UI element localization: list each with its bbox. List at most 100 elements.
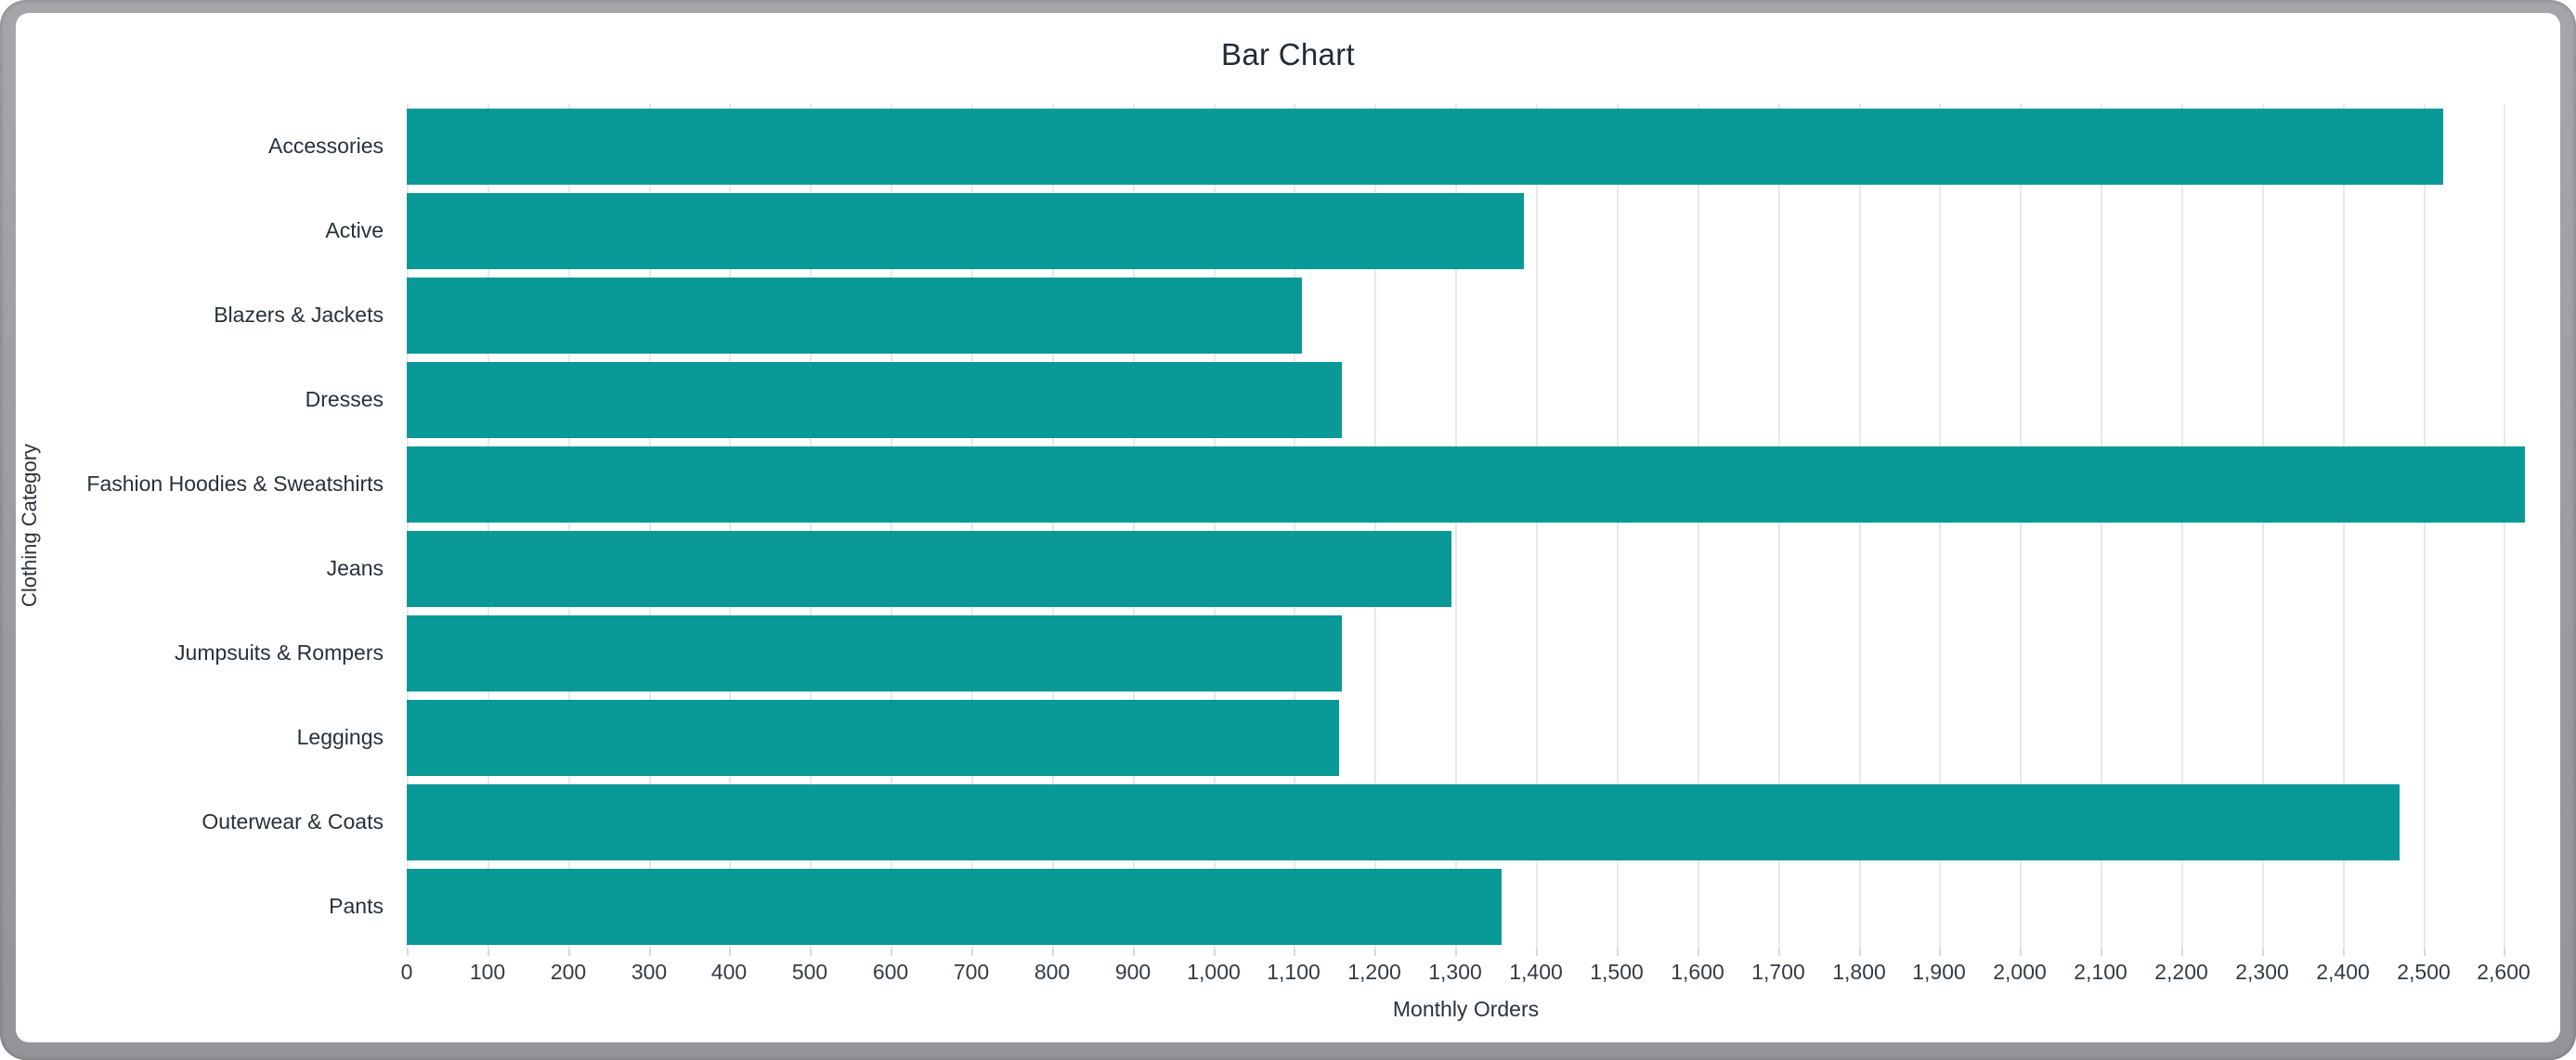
gridline-1600 (1698, 104, 1699, 949)
x-tick-label-400: 400 (710, 960, 748, 984)
bar-jeans[interactable] (407, 531, 1451, 607)
tick-mark-300 (649, 949, 651, 956)
x-tick-label-500: 500 (791, 960, 828, 984)
tick-mark-700 (971, 949, 973, 956)
y-axis-label-jumpsuits-rompers: Jumpsuits & Rompers (175, 640, 384, 665)
x-tick-label-2000: 2,000 (1993, 960, 2047, 984)
tick-mark-2500 (2424, 949, 2426, 956)
x-tick-label-1000: 1,000 (1187, 960, 1241, 984)
tick-mark-0 (407, 949, 409, 956)
tick-mark-1200 (1374, 949, 1376, 956)
gridline-2300 (2262, 104, 2264, 949)
gridline-600 (891, 104, 892, 949)
tick-mark-1800 (1859, 949, 1861, 956)
tick-mark-2400 (2343, 949, 2345, 956)
tick-mark-200 (568, 949, 570, 956)
bar-dresses[interactable] (407, 362, 1342, 438)
x-tick-label-1900: 1,900 (1912, 960, 1966, 984)
x-tick-label-1700: 1,700 (1751, 960, 1805, 984)
bar-jumpsuits-rompers[interactable] (407, 615, 1342, 692)
x-tick-label-1800: 1,800 (1832, 960, 1886, 984)
tick-mark-800 (1052, 949, 1054, 956)
gridline-500 (810, 104, 812, 949)
y-axis-label-outerwear-coats: Outerwear & Coats (202, 809, 384, 834)
y-axis-label-jeans: Jeans (326, 556, 384, 580)
x-tick-label-0: 0 (400, 960, 413, 984)
bar-accessories[interactable] (407, 109, 2443, 185)
tick-mark-600 (891, 949, 892, 956)
x-tick-label-2600: 2,600 (2477, 960, 2530, 984)
y-axis-label-fashion-hoodies-sweatshirts: Fashion Hoodies & Sweatshirts (86, 472, 384, 496)
tick-mark-1000 (1214, 949, 1216, 956)
tick-mark-500 (810, 949, 812, 956)
gridline-1700 (1778, 104, 1780, 949)
y-axis-label-blazers-jackets: Blazers & Jackets (214, 303, 384, 327)
gridline-300 (649, 104, 651, 949)
gridline-2400 (2343, 104, 2345, 949)
chart-canvas: Bar Chart Clothing Category Accessories A… (16, 13, 2560, 1042)
plot-area (407, 104, 2525, 956)
tick-mark-2600 (2504, 949, 2505, 956)
tick-mark-1500 (1617, 949, 1619, 956)
tick-mark-400 (729, 949, 731, 956)
y-axis-label-accessories: Accessories (268, 134, 384, 158)
x-tick-label-2500: 2,500 (2397, 960, 2451, 984)
gridline-2600 (2504, 104, 2505, 949)
x-tick-label-2200: 2,200 (2154, 960, 2208, 984)
x-tick-label-1400: 1,400 (1509, 960, 1563, 984)
x-tick-label-900: 900 (1114, 960, 1151, 984)
gridline-700 (971, 104, 973, 949)
y-axis-label-dresses: Dresses (305, 387, 384, 411)
gridline-1200 (1374, 104, 1376, 949)
bar-blazers-jackets[interactable] (407, 278, 1302, 354)
gridline-100 (488, 104, 489, 949)
gridline-200 (568, 104, 570, 949)
x-tick-label-1300: 1,300 (1428, 960, 1482, 984)
y-axis-label-leggings: Leggings (296, 725, 384, 749)
x-tick-label-600: 600 (872, 960, 909, 984)
x-tick-label-1500: 1,500 (1590, 960, 1644, 984)
tick-mark-1100 (1294, 949, 1295, 956)
x-tick-label-1100: 1,100 (1267, 960, 1321, 984)
x-tick-label-2400: 2,400 (2316, 960, 2370, 984)
gridline-400 (729, 104, 731, 949)
gridline-1300 (1455, 104, 1457, 949)
x-tick-label-2300: 2,300 (2235, 960, 2289, 984)
bar-leggings[interactable] (407, 700, 1339, 776)
tick-mark-2100 (2101, 949, 2102, 956)
gridline-900 (1133, 104, 1135, 949)
x-tick-label-800: 800 (1034, 960, 1071, 984)
tick-mark-2200 (2181, 949, 2183, 956)
x-tick-label-200: 200 (550, 960, 587, 984)
tick-mark-2300 (2262, 949, 2264, 956)
gridline-800 (1052, 104, 1054, 949)
y-axis-label-active: Active (325, 218, 384, 242)
x-tick-label-2100: 2,100 (2074, 960, 2127, 984)
gridline-2100 (2101, 104, 2102, 949)
tick-mark-1700 (1778, 949, 1780, 956)
gridline-1800 (1859, 104, 1861, 949)
bar-active[interactable] (407, 193, 1524, 269)
x-tick-label-300: 300 (631, 960, 668, 984)
tick-mark-100 (488, 949, 489, 956)
tick-mark-2000 (2020, 949, 2022, 956)
gridline-1900 (1939, 104, 1941, 949)
chart-title: Bar Chart (1221, 37, 1355, 71)
gridline-1100 (1294, 104, 1295, 949)
gridline-1500 (1617, 104, 1619, 949)
y-axis-label-pants: Pants (329, 894, 384, 918)
gridline-2200 (2181, 104, 2183, 949)
tick-mark-1900 (1939, 949, 1941, 956)
x-tick-label-700: 700 (953, 960, 990, 984)
tick-mark-1300 (1455, 949, 1457, 956)
gridline-2500 (2424, 104, 2426, 949)
x-tick-label-1600: 1,600 (1671, 960, 1724, 984)
bar-pants[interactable] (407, 869, 1502, 945)
gridline-1400 (1536, 104, 1538, 949)
bar-outerwear-coats[interactable] (407, 784, 2400, 860)
bar-fashion-hoodies-sweatshirts[interactable] (407, 446, 2525, 523)
x-tick-label-100: 100 (469, 960, 506, 984)
x-axis-title: Monthly Orders (1392, 997, 1540, 1021)
